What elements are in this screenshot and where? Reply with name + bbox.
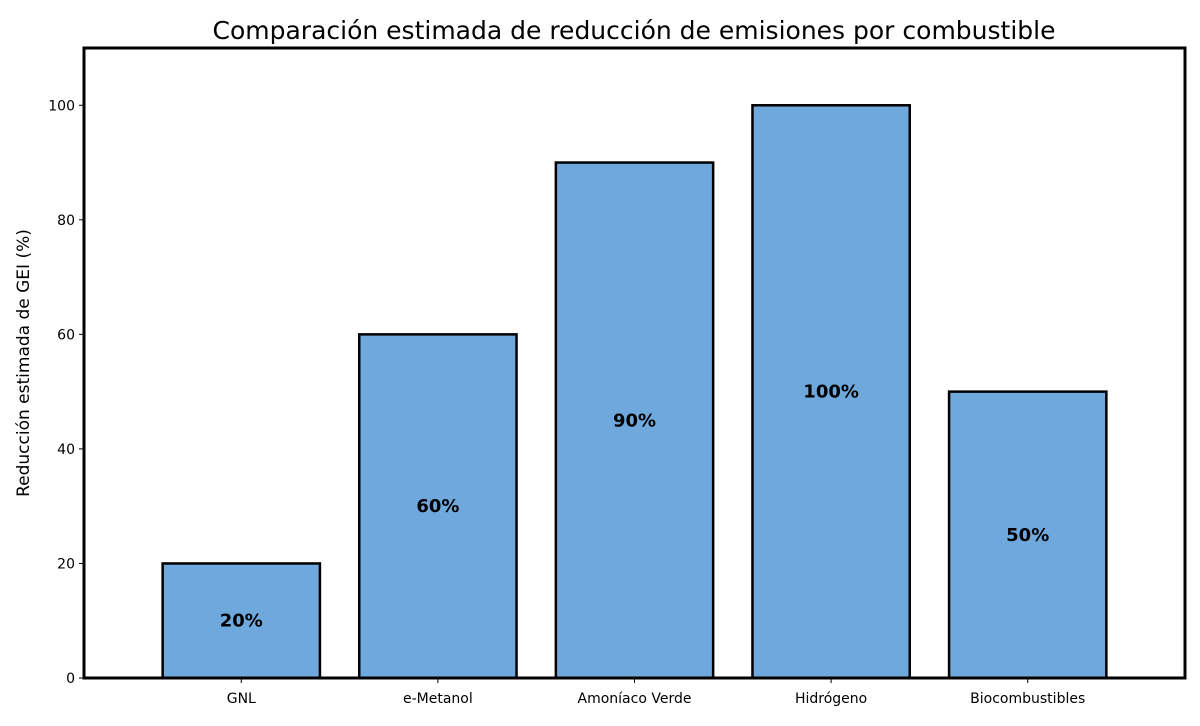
bar (751, 104, 912, 680)
y-tick-label: 20 (57, 556, 75, 572)
x-tick-label: Biocombustibles (970, 691, 1085, 707)
y-axis-label: Reducción estimada de GEI (%) (14, 229, 34, 497)
bar (947, 390, 1108, 680)
bar (554, 161, 715, 680)
data-label: 20% (220, 611, 263, 632)
data-label: 90% (613, 410, 656, 431)
data-label: 100% (803, 382, 859, 403)
bar (161, 562, 322, 680)
y-tick-label: 40 (57, 442, 75, 458)
data-label: 60% (416, 496, 459, 517)
y-tick-label: 100 (48, 98, 75, 114)
bar (358, 333, 518, 680)
x-tick-label: e-Metanol (403, 691, 473, 707)
y-tick-label: 60 (57, 327, 75, 343)
data-label: 50% (1006, 525, 1049, 546)
chart-title: Comparación estimada de reducción de emi… (213, 16, 1056, 45)
plot-frame (82, 46, 1187, 680)
y-tick-label: 80 (57, 213, 75, 229)
x-tick-label: Amoníaco Verde (578, 691, 692, 707)
x-tick-label: GNL (227, 691, 256, 707)
y-tick-label: 0 (66, 671, 75, 687)
x-tick-label: Hidrógeno (795, 691, 867, 707)
